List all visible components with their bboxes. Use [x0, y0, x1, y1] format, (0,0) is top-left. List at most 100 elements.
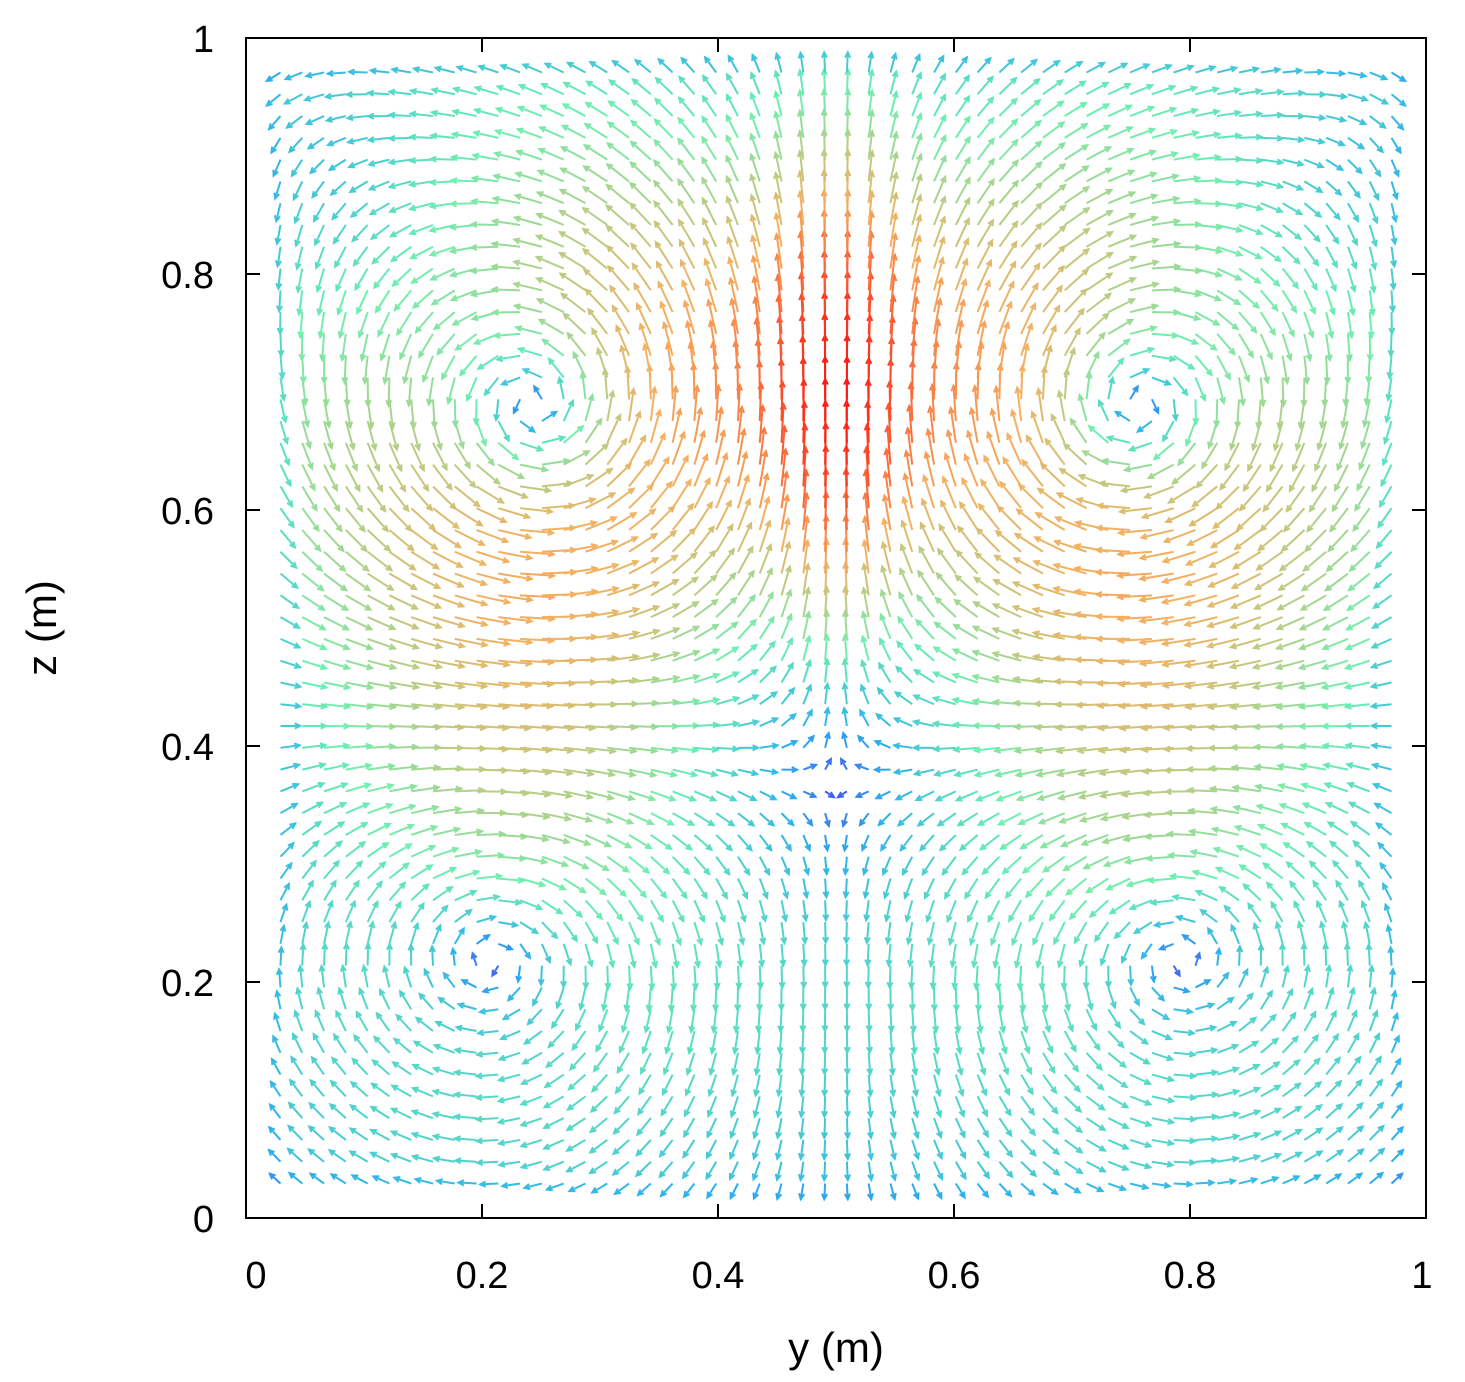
- vector-arrow: [345, 616, 374, 631]
- arrow-shaft: [301, 901, 311, 923]
- vector-arrow: [323, 464, 338, 493]
- arrow-shaft: [349, 1150, 369, 1163]
- arrow-shaft: [279, 842, 295, 858]
- arrow-head: [285, 479, 292, 488]
- arrow-shaft: [389, 681, 419, 689]
- arrow-shaft: [372, 1059, 391, 1076]
- arrow-head: [324, 116, 333, 123]
- arrow-shaft: [403, 967, 413, 988]
- vector-arrow: [328, 1125, 347, 1141]
- arrow-shaft: [341, 965, 347, 988]
- vector-arrow: [264, 71, 282, 83]
- vector-arrow: [301, 616, 327, 631]
- arrow-head: [279, 923, 287, 932]
- arrow-head: [293, 662, 303, 669]
- arrow-shaft: [410, 594, 441, 609]
- vector-arrow: [405, 377, 413, 408]
- arrow-head: [342, 643, 351, 651]
- vector-arrow: [377, 311, 391, 338]
- arrow-head: [431, 804, 440, 812]
- vector-arrow: [432, 464, 453, 491]
- vector-arrow: [316, 986, 326, 1010]
- vector-arrow: [348, 1127, 369, 1141]
- arrow-head: [289, 822, 298, 830]
- vector-arrow: [323, 802, 348, 815]
- arrow-shaft: [370, 224, 391, 240]
- arrow-shaft: [279, 904, 288, 923]
- arrow-head: [387, 158, 396, 166]
- vector-arrow: [292, 1032, 304, 1054]
- vector-arrow: [280, 681, 303, 690]
- vector-arrow: [307, 1125, 325, 1141]
- vector-arrow: [366, 158, 390, 167]
- arrow-shaft: [366, 922, 374, 945]
- vector-arrow: [277, 945, 285, 966]
- arrow-shaft: [714, 987, 718, 1011]
- vector-arrow: [334, 246, 347, 269]
- arrow-shaft: [279, 594, 299, 609]
- vector-arrow: [288, 1078, 304, 1097]
- arrow-shaft: [301, 507, 320, 532]
- arrow-shaft: [392, 267, 412, 287]
- arrow-head: [368, 67, 377, 75]
- arrow-head: [381, 524, 390, 533]
- arrow-head: [316, 801, 325, 809]
- arrow-shaft: [301, 637, 327, 650]
- arrow-head: [281, 902, 289, 911]
- arrow-shaft: [394, 289, 412, 311]
- arrow-shaft: [292, 180, 304, 200]
- arrow-head: [291, 581, 300, 590]
- arrow-head: [309, 166, 317, 175]
- vector-arrow: [432, 507, 461, 530]
- arrow-shaft: [286, 115, 303, 129]
- arrow-shaft: [367, 764, 394, 771]
- arrow-head: [410, 583, 419, 591]
- vector-arrow: [367, 594, 396, 611]
- vector-arrow: [389, 803, 417, 815]
- arrow-shaft: [279, 822, 296, 836]
- arrow-head: [457, 641, 467, 649]
- arrow-shaft: [367, 616, 395, 630]
- vector-arrow: [347, 158, 369, 169]
- arrow-head: [286, 1147, 295, 1155]
- vector-arrow: [279, 616, 302, 629]
- arrow-shaft: [279, 377, 285, 400]
- arrow-head: [334, 260, 341, 269]
- vector-arrow: [409, 399, 417, 431]
- vector-arrow: [366, 860, 387, 880]
- arrow-head: [410, 1154, 419, 1161]
- arrow-head: [445, 483, 453, 491]
- vector-arrow: [267, 1148, 282, 1163]
- arrow-head: [275, 282, 283, 291]
- vector-arrow: [311, 180, 325, 199]
- arrow-head: [348, 1150, 357, 1157]
- vector-arrow: [410, 616, 443, 630]
- vector-arrow: [350, 1174, 369, 1185]
- arrow-shaft: [369, 180, 390, 191]
- vector-arrow: [301, 637, 328, 651]
- vector-arrow: [398, 989, 413, 1010]
- vector-arrow: [432, 826, 462, 836]
- vector-arrow: [375, 1011, 391, 1032]
- vector-arrow: [410, 901, 425, 923]
- arrow-head: [282, 98, 291, 105]
- arrow-head: [264, 75, 273, 83]
- arrow-shaft: [308, 137, 325, 150]
- vector-arrow: [308, 1101, 325, 1119]
- arrow-shaft: [301, 922, 308, 945]
- arrow-shaft: [323, 529, 344, 552]
- arrow-shaft: [301, 616, 326, 631]
- arrow-shaft: [314, 224, 325, 245]
- vector-arrow: [345, 821, 369, 836]
- arrow-shaft: [280, 659, 301, 669]
- vector-arrow: [345, 879, 360, 901]
- arrow-shaft: [388, 843, 412, 858]
- arrow-head: [330, 1056, 339, 1065]
- arrow-shaft: [351, 1174, 369, 1185]
- arrow-head: [315, 285, 323, 294]
- arrow-head: [267, 1125, 276, 1134]
- arrow-head: [425, 503, 434, 512]
- vector-arrow: [432, 846, 460, 858]
- arrow-shaft: [367, 681, 396, 689]
- arrow-head: [379, 504, 387, 513]
